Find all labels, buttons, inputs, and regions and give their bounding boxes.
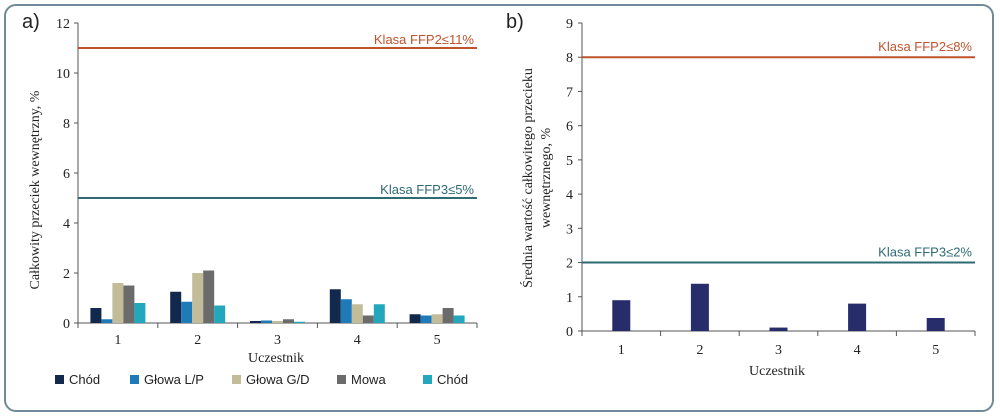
panel-a-bar — [261, 320, 272, 323]
panel-a-y-tick-label: 12 — [56, 17, 70, 32]
legend-swatch — [55, 375, 64, 384]
panel-a-bar — [351, 304, 363, 323]
panel-a-y-tick-label: 2 — [63, 267, 70, 282]
panel-a-xlabel: Uczestnik — [248, 351, 304, 366]
panel-a-threshold-label: Klasa FFP3≤5% — [380, 182, 474, 197]
panel-b-y-tick-label: 4 — [566, 188, 573, 203]
panel-b-y-tick-label: 8 — [566, 51, 573, 66]
panel-a-bar — [373, 304, 385, 323]
panel-b-bar — [848, 303, 867, 331]
panel-a-bar — [431, 314, 443, 323]
panel-b-bar — [926, 317, 945, 331]
panel-a-ylabel: Całkowity przeciek wewnętrzny, % — [28, 90, 43, 289]
panel-b-y-tick-label: 1 — [566, 291, 573, 306]
panel-a-y-tick-label: 6 — [63, 167, 70, 182]
panel-a-bar — [442, 308, 454, 323]
figure-frame — [4, 4, 994, 412]
legend-label: Chód — [69, 372, 100, 387]
panel-a-bar — [420, 315, 432, 323]
panel-a-y-tick-label: 8 — [63, 117, 70, 132]
panel-b-y-tick-label: 9 — [566, 17, 573, 32]
panel-a-bar — [294, 321, 305, 323]
panel-b-label: b) — [506, 11, 524, 33]
panel-a-bar — [123, 285, 135, 323]
panel-b-threshold-label: Klasa FFP2≤8% — [878, 39, 972, 54]
panel-a-x-tick-label: 2 — [194, 333, 201, 348]
panel-a-bar — [409, 314, 421, 323]
panel-b-y-tick-label: 6 — [566, 120, 573, 135]
panel-a-y-tick-label: 0 — [63, 317, 70, 332]
panel-a-bar — [250, 321, 261, 323]
panel-b-y-tick-label: 7 — [566, 85, 573, 100]
panel-b-y-tick-label: 5 — [566, 154, 573, 169]
panel-a-bar — [90, 308, 102, 323]
panel-b-bar — [769, 327, 788, 331]
panel-a-bar — [112, 283, 124, 323]
panel-b-x-tick-label: 1 — [618, 343, 625, 358]
panel-a-bar — [203, 270, 215, 323]
panel-b-x-tick-label: 2 — [696, 343, 703, 358]
panel-b-y-tick-label: 3 — [566, 222, 573, 237]
panel-a-bar — [362, 315, 374, 323]
panel-a-bar — [192, 273, 204, 323]
legend-swatch — [130, 375, 139, 384]
panel-a-bar — [101, 319, 113, 323]
panel-a-x-tick-label: 4 — [354, 333, 361, 348]
legend-label: Głowa L/P — [144, 372, 204, 387]
panel-a-bar — [214, 305, 226, 323]
panel-a-threshold-label: Klasa FFP2≤11% — [374, 32, 475, 47]
legend-label: Głowa G/D — [246, 372, 310, 387]
panel-a-x-tick-label: 3 — [274, 333, 281, 348]
panel-b-ylabel-line1: Średnia wartość całkowitego przecieku — [519, 68, 536, 288]
panel-b-bar — [612, 300, 631, 331]
panel-b-bar — [690, 283, 709, 331]
legend-swatch — [423, 375, 432, 384]
panel-a-label: a) — [22, 11, 40, 33]
legend-label: Mowa — [351, 372, 386, 387]
panel-b-y-tick-label: 0 — [566, 325, 573, 340]
panel-b-x-tick-label: 3 — [775, 343, 782, 358]
panel-a-bar — [340, 299, 352, 323]
panel-a-bar — [134, 303, 146, 323]
panel-a-bar — [170, 291, 182, 323]
panel-b-ylabel-line2: wewnętrznego, % — [539, 128, 554, 229]
panel-a-y-tick-label: 10 — [56, 67, 70, 82]
panel-b-x-tick-label: 4 — [854, 343, 861, 358]
panel-a-bar — [329, 289, 341, 323]
panel-b-x-tick-label: 5 — [932, 343, 939, 358]
legend-swatch — [337, 375, 346, 384]
panel-a-bar — [272, 321, 283, 323]
legend-label: Chód — [437, 372, 468, 387]
panel-a-bar — [453, 315, 465, 323]
panel-a-y-tick-label: 4 — [63, 217, 70, 232]
panel-a-bar — [283, 319, 294, 323]
panel-b-threshold-label: Klasa FFP3≤2% — [878, 245, 972, 260]
panel-b-xlabel: Uczestnik — [749, 364, 805, 379]
panel-a-bar — [181, 301, 193, 323]
panel-a-x-tick-label: 1 — [114, 333, 121, 348]
panel-b-y-tick-label: 2 — [566, 257, 573, 272]
panel-a-x-tick-label: 5 — [434, 333, 441, 348]
legend-swatch — [232, 375, 241, 384]
